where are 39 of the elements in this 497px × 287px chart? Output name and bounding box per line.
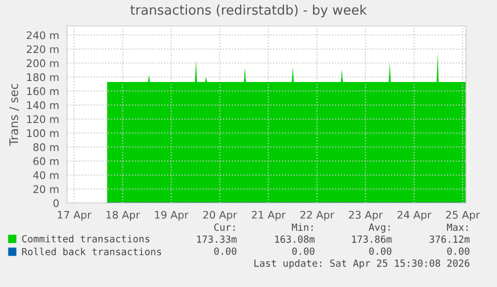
x-tick-label: 25 Apr [446,210,480,221]
y-tick-label: 60 m [33,157,58,166]
x-tick-label: 19 Apr [155,210,189,221]
text: Cur: [214,223,235,231]
y-tick-label: 180 m [27,73,58,82]
y-tick-label: 0 [53,199,59,208]
x-tick-label: 23 Apr [348,210,383,221]
text: Last update: Sat Apr 25 15:30:08 2026 [254,259,470,269]
x-tick-label: 22 Apr [300,210,334,221]
text: 0.00 [214,247,236,255]
legend-label: Committed transactions [22,234,150,242]
y-tick-label: 200 m [26,59,58,68]
y-tick-label: 240 m [26,31,58,40]
text: 173.86m [352,235,392,243]
text: Max: [446,224,468,231]
text: 0.00 [369,247,392,255]
x-tick-label: 18 Apr [106,210,140,221]
text: 163.08m [275,235,315,243]
x-tick-label: 17 Apr [58,210,92,221]
text: 376.12m [430,235,470,243]
y-tick-label: 120 m [27,115,58,124]
y-tick-label: 160 m [27,87,58,96]
legend-label: Rolled back transactions [22,248,162,256]
chart-title: transactions (redirstatdb) - by week [130,4,367,18]
text: Avg: [368,224,390,233]
text: 173.33m [197,235,237,243]
x-tick-label: 21 Apr [252,210,286,221]
y-tick-label: 220 m [26,45,58,54]
y-tick-label: 80 m [33,143,58,152]
text: Min: [292,223,313,231]
text: 0.00 [447,247,470,255]
y-tick-label: 40 m [33,171,58,180]
y-tick-label: 140 m [27,101,58,110]
y-axis-title: Trans / sec [9,84,20,146]
y-tick-label: 20 m [33,185,58,194]
y-tick-label: 100 m [27,129,58,138]
x-tick-label: 24 Apr [398,210,432,221]
text: 0.00 [292,247,314,255]
x-tick-label: 20 Apr [203,210,238,221]
